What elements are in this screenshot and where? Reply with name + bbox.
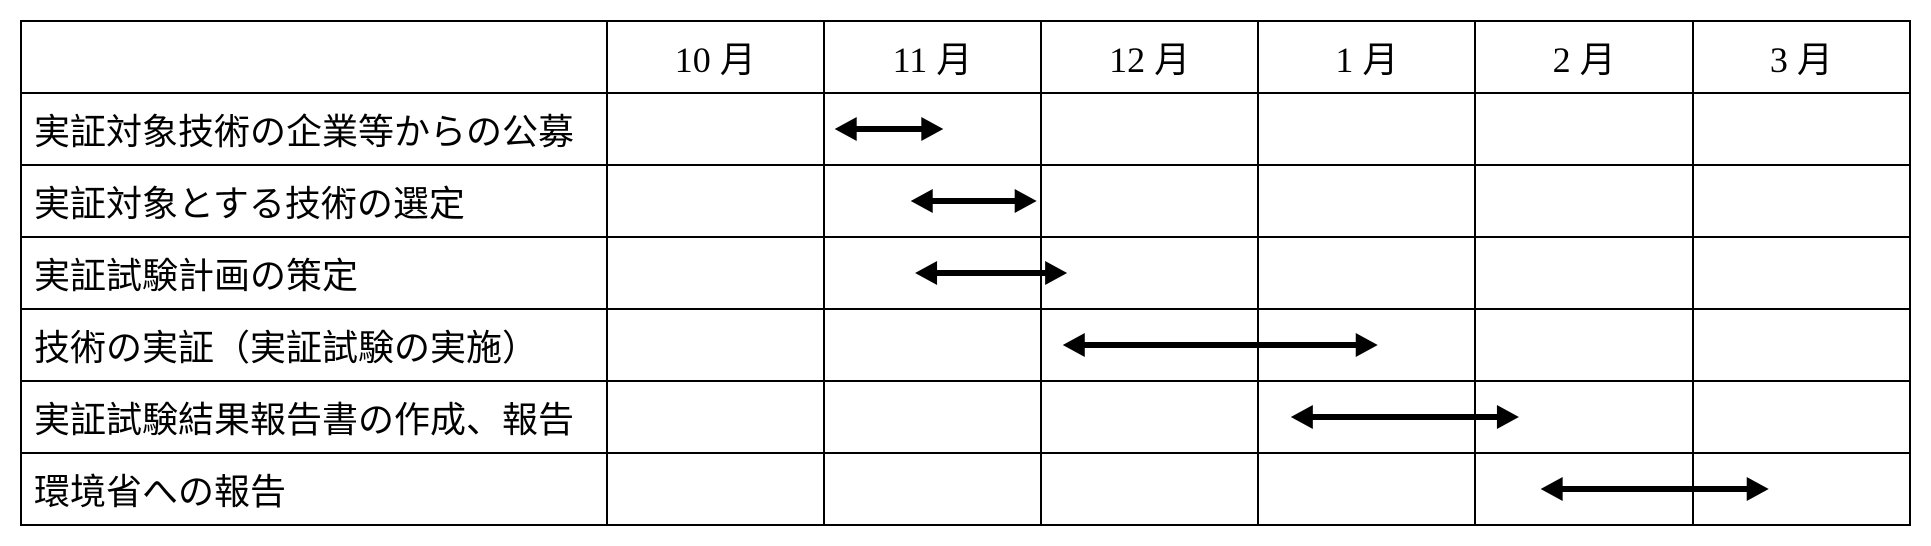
timeline-cell — [1693, 381, 1910, 453]
header-month: 10 月 — [607, 21, 824, 93]
task-rows: 実証対象技術の企業等からの公募実証対象とする技術の選定実証試験計画の策定技術の実… — [21, 93, 1910, 525]
timeline-cell — [824, 237, 1041, 309]
timeline-cell — [607, 165, 824, 237]
timeline-cell — [1693, 453, 1910, 525]
header-month: 2 月 — [1475, 21, 1692, 93]
timeline-cell — [824, 165, 1041, 237]
timeline-cell — [1475, 453, 1692, 525]
header-month: 3 月 — [1693, 21, 1910, 93]
timeline-cell — [1258, 309, 1475, 381]
task-row: 環境省への報告 — [21, 453, 1910, 525]
timeline-cell — [1258, 93, 1475, 165]
header-month: 1 月 — [1258, 21, 1475, 93]
timeline-cell — [1693, 165, 1910, 237]
task-label: 環境省への報告 — [21, 453, 607, 525]
timeline-cell — [1475, 165, 1692, 237]
task-label: 実証試験結果報告書の作成、報告 — [21, 381, 607, 453]
task-label: 実証対象とする技術の選定 — [21, 165, 607, 237]
timeline-cell — [1475, 381, 1692, 453]
timeline-cell — [607, 309, 824, 381]
timeline-cell — [1693, 309, 1910, 381]
timeline-cell — [1475, 237, 1692, 309]
timeline-cell — [1258, 237, 1475, 309]
schedule-table: 10 月 11 月 12 月 1 月 2 月 3 月 実証対象技術の企業等からの… — [20, 20, 1911, 526]
timeline-cell — [1041, 381, 1258, 453]
timeline-cell — [1693, 237, 1910, 309]
timeline-cell — [607, 381, 824, 453]
timeline-cell — [1693, 93, 1910, 165]
timeline-cell — [1041, 453, 1258, 525]
header-empty — [21, 21, 607, 93]
task-row: 技術の実証（実証試験の実施） — [21, 309, 1910, 381]
timeline-cell — [607, 453, 824, 525]
header-month: 11 月 — [824, 21, 1041, 93]
timeline-cell — [607, 237, 824, 309]
task-row: 実証対象とする技術の選定 — [21, 165, 1910, 237]
task-row: 実証対象技術の企業等からの公募 — [21, 93, 1910, 165]
timeline-cell — [824, 381, 1041, 453]
task-label: 実証対象技術の企業等からの公募 — [21, 93, 607, 165]
timeline-cell — [1041, 309, 1258, 381]
task-label: 技術の実証（実証試験の実施） — [21, 309, 607, 381]
gantt-chart: 10 月 11 月 12 月 1 月 2 月 3 月 実証対象技術の企業等からの… — [20, 20, 1911, 526]
timeline-cell — [1258, 165, 1475, 237]
task-row: 実証試験計画の策定 — [21, 237, 1910, 309]
timeline-cell — [1475, 309, 1692, 381]
header-month: 12 月 — [1041, 21, 1258, 93]
timeline-cell — [607, 93, 824, 165]
timeline-cell — [1041, 93, 1258, 165]
task-label: 実証試験計画の策定 — [21, 237, 607, 309]
timeline-cell — [1041, 165, 1258, 237]
timeline-cell — [1475, 93, 1692, 165]
timeline-cell — [1258, 453, 1475, 525]
header-row: 10 月 11 月 12 月 1 月 2 月 3 月 — [21, 21, 1910, 93]
timeline-cell — [1041, 237, 1258, 309]
timeline-cell — [824, 93, 1041, 165]
timeline-cell — [824, 309, 1041, 381]
timeline-cell — [1258, 381, 1475, 453]
timeline-cell — [824, 453, 1041, 525]
task-row: 実証試験結果報告書の作成、報告 — [21, 381, 1910, 453]
